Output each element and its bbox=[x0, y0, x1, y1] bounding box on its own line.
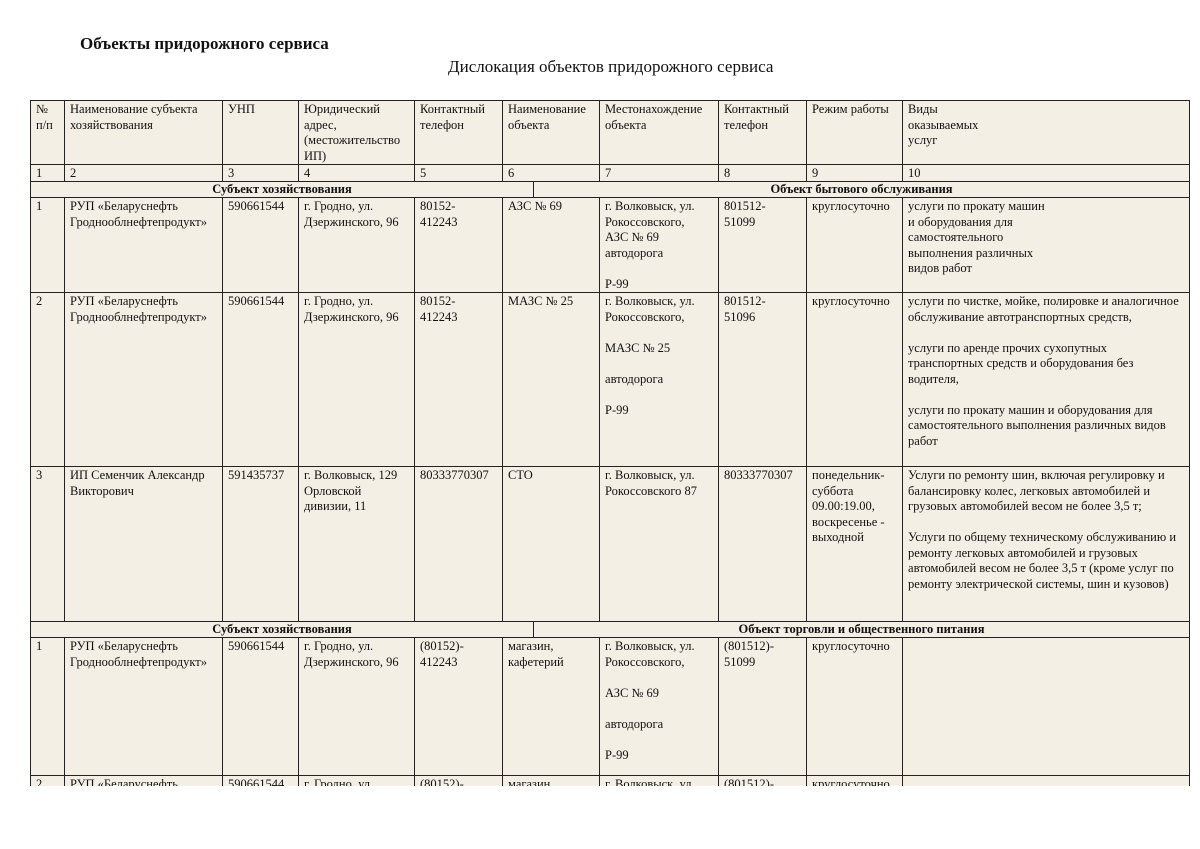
table-cell: 1 bbox=[30, 164, 65, 182]
table-cell: магазин, кафетерий bbox=[501, 637, 601, 776]
table-cell: Местонахождение объекта bbox=[599, 100, 720, 165]
table-cell: 590661544 bbox=[222, 292, 299, 467]
table-cell: Контактный телефон bbox=[414, 100, 503, 165]
table-cell: 801512- 51096 bbox=[718, 292, 808, 467]
table-cell: 80333770307 bbox=[414, 466, 503, 622]
header-row: № п/п Наименование субъекта хозяйствовани… bbox=[30, 100, 1191, 165]
table-cell: 591435737 bbox=[222, 466, 299, 622]
table-cell: РУП «Беларуснефть Гроднооблнефтепродукт» bbox=[64, 637, 223, 776]
section-header-row: Субъект хозяйствования Объект бытового об… bbox=[30, 181, 1191, 198]
table-cell: услуги по прокату машин и оборудования д… bbox=[902, 197, 1191, 293]
table-row: 1 РУП «Беларуснефть Гроднооблнефтепродукт… bbox=[30, 637, 1191, 776]
table-cell: 2 bbox=[64, 164, 223, 182]
table-cell: 1 bbox=[30, 197, 65, 293]
table-cell: 80152- 412243 bbox=[414, 197, 503, 293]
table-cell: 9 bbox=[806, 164, 904, 182]
table-cell: г. Гродно, ул. Дзержинского, 96 bbox=[298, 637, 415, 776]
table-cell: Наименование объекта bbox=[501, 100, 601, 165]
section-header-row: Субъект хозяйствования Объект торговли и … bbox=[30, 621, 1191, 638]
table-cell: СТО bbox=[501, 466, 601, 622]
table-cell: 80333770307 bbox=[718, 466, 808, 622]
table-cell: круглосуточно bbox=[806, 292, 904, 467]
table-cell: г. Волковыск, ул. Рокоссовского, АЗС № 6… bbox=[599, 637, 720, 776]
table-cell: 6 bbox=[501, 164, 601, 182]
table-cell: г. Волковыск, ул. Рокоссовского, АЗС № 6… bbox=[599, 197, 720, 293]
document-title: Объекты придорожного сервиса bbox=[80, 34, 329, 53]
table-cell: 4 bbox=[298, 164, 415, 182]
table-cell: № п/п bbox=[30, 100, 65, 165]
table-cell: 5 bbox=[414, 164, 503, 182]
table-cell: 2 bbox=[30, 292, 65, 467]
page-margin bbox=[0, 786, 1200, 849]
table-cell: г. Волковыск, ул. Рокоссовского 87 bbox=[599, 466, 720, 622]
services-table: № п/п Наименование субъекта хозяйствовани… bbox=[30, 100, 1191, 792]
table-cell: Виды оказываемых услуг bbox=[902, 100, 1191, 165]
table-cell: РУП «Беларуснефть Гроднооблнефтепродукт» bbox=[64, 292, 223, 467]
table-row: 3 ИП Семенчик Александр Викторович 5914357… bbox=[30, 466, 1191, 622]
table-cell: ИП Семенчик Александр Викторович bbox=[64, 466, 223, 622]
table-cell: понедельник-суббота 09.00:19.00, воскрес… bbox=[806, 466, 904, 622]
table-row: 2 РУП «Беларуснефть Гроднооблнефтепродукт… bbox=[30, 292, 1191, 467]
table-cell: 590661544 bbox=[222, 637, 299, 776]
section-object-label: Объект торговли и общественного питания bbox=[532, 621, 1191, 638]
table-row: 1 РУП «Беларуснефть Гроднооблнефтепродукт… bbox=[30, 197, 1191, 293]
column-number-row: 1 2 3 4 5 6 7 8 9 10 bbox=[30, 164, 1191, 182]
table-cell: Услуги по ремонту шин, включая регулиров… bbox=[902, 466, 1191, 622]
document-subtitle: Дислокация объектов придорожного сервиса bbox=[448, 57, 774, 76]
table-cell bbox=[902, 637, 1191, 776]
table-cell: (80152)- 412243 bbox=[414, 637, 503, 776]
table-cell: 590661544 bbox=[222, 197, 299, 293]
table-cell: РУП «Беларуснефть Гроднооблнефтепродукт» bbox=[64, 197, 223, 293]
table-cell: 80152- 412243 bbox=[414, 292, 503, 467]
table-cell: Контактный телефон bbox=[718, 100, 808, 165]
table-cell: 7 bbox=[599, 164, 720, 182]
section-subject-label: Субъект хозяйствования bbox=[30, 181, 534, 198]
table-cell: 1 bbox=[30, 637, 65, 776]
table-cell: круглосуточно bbox=[806, 637, 904, 776]
table-cell: 801512- 51099 bbox=[718, 197, 808, 293]
table-cell: 3 bbox=[30, 466, 65, 622]
table-cell: 8 bbox=[718, 164, 808, 182]
table-cell: г. Волковыск, 129 Орловской дивизии, 11 bbox=[298, 466, 415, 622]
table-cell: (801512)- 51099 bbox=[718, 637, 808, 776]
table-cell: г. Волковыск, ул. Рокоссовского, МАЗС № … bbox=[599, 292, 720, 467]
table-cell: услуги по чистке, мойке, полировке и ана… bbox=[902, 292, 1191, 467]
table-cell: УНП bbox=[222, 100, 299, 165]
table-cell: Режим работы bbox=[806, 100, 904, 165]
section-object-label: Объект бытового обслуживания bbox=[532, 181, 1191, 198]
table-cell: г. Гродно, ул. Дзержинского, 96 bbox=[298, 197, 415, 293]
table-cell: МАЗС № 25 bbox=[501, 292, 601, 467]
table-cell: АЗС № 69 bbox=[501, 197, 601, 293]
table-cell: г. Гродно, ул. Дзержинского, 96 bbox=[298, 292, 415, 467]
table-cell: Наименование субъекта хозяйствования bbox=[64, 100, 223, 165]
section-subject-label: Субъект хозяйствования bbox=[30, 621, 534, 638]
table-cell: Юридический адрес, (местожительство ИП) bbox=[298, 100, 415, 165]
table-cell: круглосуточно bbox=[806, 197, 904, 293]
table-cell: 3 bbox=[222, 164, 299, 182]
table-cell: 10 bbox=[902, 164, 1191, 182]
